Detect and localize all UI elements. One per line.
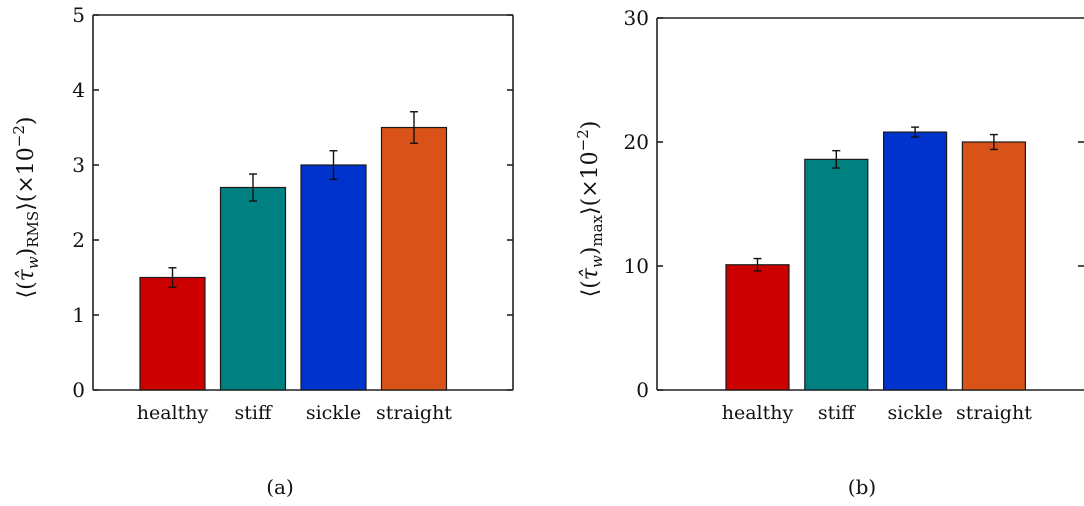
category-label-sickle: sickle xyxy=(887,402,942,424)
bar-straight xyxy=(380,126,448,391)
y-tick-label: 0 xyxy=(636,378,649,402)
y-tick-label: 4 xyxy=(72,78,85,102)
bar-healthy xyxy=(139,276,206,391)
y-tick-label: 0 xyxy=(72,378,85,402)
category-label-stiff: stiff xyxy=(235,402,273,424)
panel-caption: (b) xyxy=(848,475,876,499)
category-label-sickle: sickle xyxy=(306,402,361,424)
y-tick-label: 2 xyxy=(72,228,85,252)
y-axis-label: ⟨(τ̂w)RMS⟩(×10−2) xyxy=(10,116,42,298)
bar-stiff xyxy=(804,158,869,391)
bar-healthy xyxy=(725,264,790,391)
y-tick-label: 30 xyxy=(624,6,649,30)
category-label-straight: straight xyxy=(956,402,1032,424)
y-axis-label: ⟨(τ̂w)max⟩(×10−2) xyxy=(574,121,606,298)
bar-straight xyxy=(961,141,1027,391)
bar-sickle xyxy=(882,131,948,391)
panel-caption: (a) xyxy=(266,475,294,499)
y-tick-label: 10 xyxy=(624,254,649,278)
category-label-straight: straight xyxy=(376,402,452,424)
chart-panel-a: 0 1 2 3 4 5 healthy stiff sickle straight ⟨(τ̂w)RM… xyxy=(10,3,514,499)
bar-sickle xyxy=(300,164,367,391)
y-tick-label: 3 xyxy=(72,153,85,177)
y-tick-label: 20 xyxy=(624,130,649,154)
y-tick-label: 1 xyxy=(72,303,85,327)
bar-stiff xyxy=(219,186,287,391)
category-label-healthy: healthy xyxy=(137,402,209,424)
category-label-healthy: healthy xyxy=(722,402,794,424)
chart-panel-b: 0 10 20 30 healthy stiff sickle straight ⟨(τ̂w)m… xyxy=(574,6,1084,499)
category-label-stiff: stiff xyxy=(818,402,856,424)
y-tick-label: 5 xyxy=(72,3,85,27)
